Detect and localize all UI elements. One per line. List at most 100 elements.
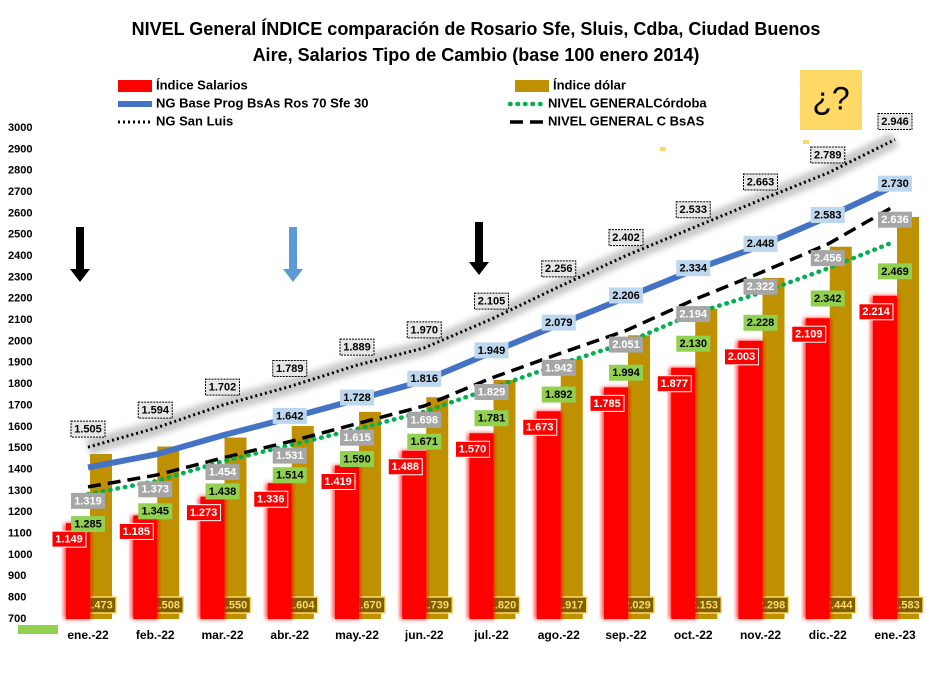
x-tick-label: abr.-22 bbox=[270, 628, 309, 642]
value-label-box bbox=[71, 516, 105, 533]
value-label-box bbox=[137, 401, 173, 419]
y-tick-label: 1300 bbox=[8, 485, 32, 497]
value-label: 2.342 bbox=[814, 293, 842, 305]
y-tick-label: 1800 bbox=[8, 378, 32, 390]
value-label: 2.334 bbox=[679, 263, 707, 275]
bar bbox=[604, 387, 628, 619]
value-label: 1.889 bbox=[343, 342, 371, 354]
value-label-box bbox=[118, 522, 154, 540]
y-tick-label: 1900 bbox=[8, 357, 32, 369]
y-tick-label: 1600 bbox=[8, 421, 32, 433]
value-label: 1.454 bbox=[209, 466, 237, 478]
value-label: 1.508 bbox=[152, 599, 180, 611]
value-label-box bbox=[541, 359, 576, 376]
value-label: 1.345 bbox=[141, 506, 169, 518]
value-label: 2.469 bbox=[881, 266, 909, 278]
value-label-box bbox=[609, 364, 643, 381]
value-label: 1.514 bbox=[276, 470, 304, 482]
value-label: 1.273 bbox=[190, 507, 218, 519]
value-label-box bbox=[138, 503, 173, 520]
y-tick-label: 2100 bbox=[8, 314, 32, 326]
y-tick-label: 2800 bbox=[8, 165, 32, 177]
value-label-box bbox=[70, 420, 106, 438]
value-label: 1.970 bbox=[410, 324, 438, 336]
y-tick-label: 800 bbox=[8, 592, 26, 604]
x-tick-label: feb.-22 bbox=[136, 628, 175, 642]
value-label: 2.448 bbox=[747, 238, 775, 250]
value-label: 1.892 bbox=[545, 389, 573, 401]
chart-title: NIVEL General ÍNDICE comparación de Rosa… bbox=[132, 18, 821, 39]
value-label-box bbox=[186, 504, 221, 522]
value-label: 2.663 bbox=[747, 176, 775, 188]
arrows bbox=[70, 222, 489, 282]
value-label-box bbox=[878, 263, 912, 280]
x-tick-label: oct.-22 bbox=[674, 628, 713, 642]
value-label: 1.789 bbox=[276, 363, 304, 375]
decoration bbox=[660, 147, 666, 151]
value-label: 1.615 bbox=[343, 432, 371, 444]
value-label: 1.949 bbox=[478, 345, 506, 357]
x-tick-label: sep.-22 bbox=[605, 628, 647, 642]
value-label: 1.550 bbox=[220, 599, 248, 611]
value-label: 2.153 bbox=[690, 599, 718, 611]
value-label-box bbox=[406, 321, 442, 339]
y-tick-label: 1200 bbox=[8, 506, 32, 518]
value-label-box bbox=[724, 348, 759, 366]
value-label-box bbox=[407, 433, 442, 450]
value-label: 1.917 bbox=[556, 599, 584, 611]
decoration bbox=[803, 140, 809, 144]
value-label: 1.149 bbox=[55, 534, 83, 546]
plot: 700 800 900 1000 1100 1200 1300 1400 1500 1600 170… bbox=[8, 113, 924, 642]
value-label: 2.456 bbox=[814, 253, 842, 265]
y-tick-label: 1100 bbox=[8, 528, 32, 540]
value-label-box bbox=[743, 173, 778, 191]
value-label: 1.642 bbox=[276, 410, 304, 422]
y-tick-label: 1400 bbox=[8, 463, 32, 475]
value-label-box bbox=[205, 464, 240, 481]
value-label: 1.319 bbox=[74, 495, 102, 507]
value-label: 1.419 bbox=[324, 476, 352, 488]
value-label: 1.438 bbox=[209, 486, 237, 498]
x-tick-label: dic.-22 bbox=[809, 628, 847, 642]
legend-label: NG San Luis bbox=[156, 113, 233, 128]
y-tick-label: 2300 bbox=[8, 271, 32, 283]
value-label: 1.994 bbox=[612, 367, 640, 379]
y-tick-label: 2000 bbox=[8, 335, 32, 347]
value-label: 1.670 bbox=[354, 599, 382, 611]
value-label-box bbox=[878, 211, 912, 228]
value-label: 2.730 bbox=[881, 178, 909, 190]
bar bbox=[829, 246, 852, 619]
value-label: 2.051 bbox=[612, 339, 640, 351]
value-label: 2.322 bbox=[747, 281, 775, 293]
value-label-box bbox=[253, 490, 289, 508]
annotation: ¿? bbox=[812, 80, 849, 116]
x-tick-label: mar.-22 bbox=[201, 628, 243, 642]
value-label: 1.698 bbox=[410, 414, 438, 426]
bar bbox=[426, 397, 449, 619]
bar bbox=[873, 295, 897, 619]
value-label: 1.570 bbox=[459, 444, 487, 456]
value-label: 1.285 bbox=[74, 519, 102, 531]
value-label-box bbox=[676, 335, 711, 352]
x-tick-label: may.-22 bbox=[335, 628, 379, 642]
value-label: 2.402 bbox=[612, 232, 640, 244]
value-label: 1.590 bbox=[343, 453, 371, 465]
bar bbox=[469, 433, 494, 619]
value-label: 1.820 bbox=[489, 599, 517, 611]
value-label: 2.206 bbox=[612, 290, 640, 302]
y-tick-label: 2400 bbox=[8, 250, 32, 262]
x-tick-label: ene.-22 bbox=[67, 628, 109, 642]
value-label: 2.029 bbox=[623, 599, 651, 611]
value-label-box bbox=[810, 207, 845, 224]
x-tick-label: jun.-22 bbox=[404, 628, 444, 642]
bar bbox=[738, 340, 763, 619]
value-label: 2.194 bbox=[679, 308, 707, 320]
value-label: 2.789 bbox=[814, 149, 842, 161]
y-tick-label: 2900 bbox=[8, 143, 32, 155]
value-label: 1.942 bbox=[545, 362, 573, 374]
value-label: 1.829 bbox=[478, 386, 506, 398]
value-label-box bbox=[138, 481, 173, 498]
value-label-box bbox=[407, 411, 442, 428]
value-label-box bbox=[743, 278, 778, 295]
